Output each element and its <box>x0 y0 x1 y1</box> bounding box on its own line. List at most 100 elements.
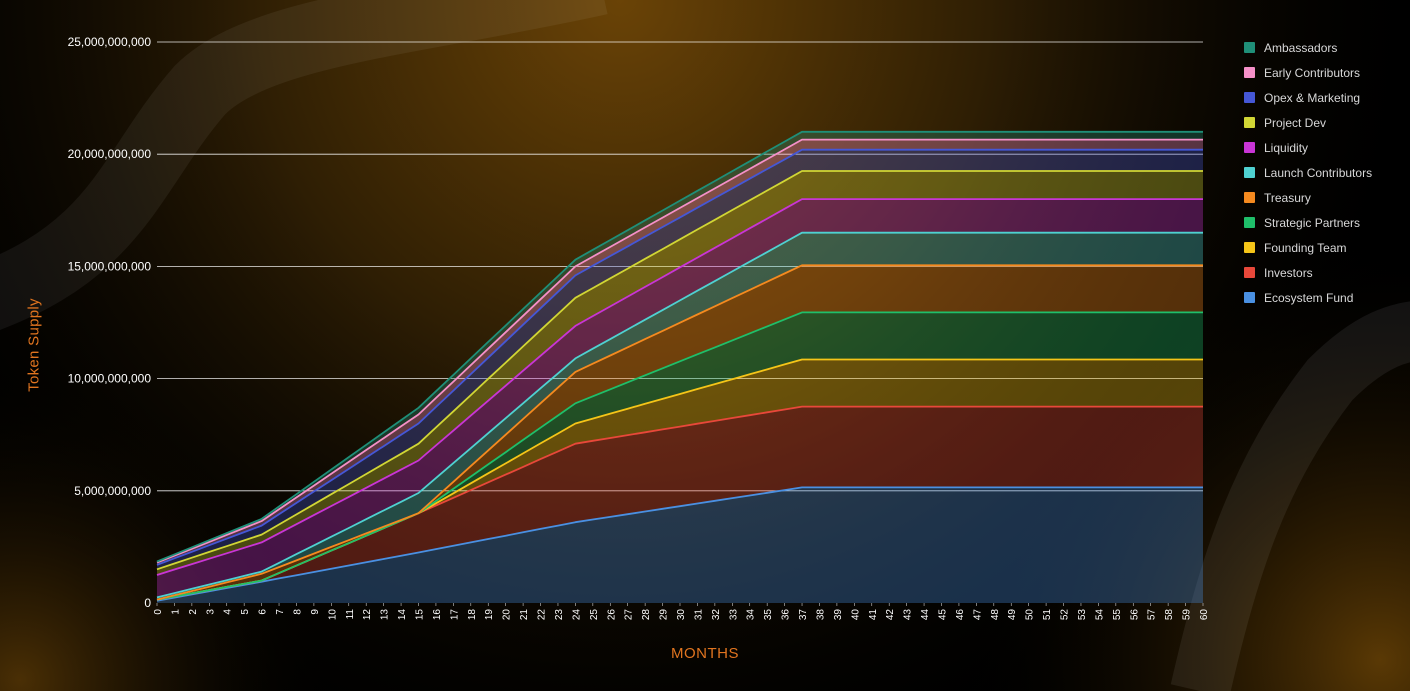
legend-swatch <box>1244 67 1255 78</box>
y-tick-label: 5,000,000,000 <box>74 484 151 498</box>
x-tick-label: 0 <box>153 609 164 615</box>
legend: Ambassadors Early Contributors Opex & Mark… <box>1244 35 1372 310</box>
legend-label: Project Dev <box>1264 115 1327 130</box>
line-opex-marketing <box>156 148 1203 566</box>
x-tick-label: 43 <box>903 609 914 621</box>
x-tick-label: 10 <box>327 609 338 621</box>
x-tick-label: 57 <box>1147 609 1158 621</box>
x-tick-label: 56 <box>1129 609 1140 621</box>
line-project-dev <box>156 170 1203 571</box>
y-tick-label: 15,000,000,000 <box>68 259 152 273</box>
x-tick-label: 11 <box>345 609 356 620</box>
x-tick-label: 19 <box>484 609 495 621</box>
x-tick-label: 26 <box>606 609 617 621</box>
x-tick-label: 38 <box>815 609 826 621</box>
line-ambassadors <box>156 130 1203 563</box>
x-tick-label: 60 <box>1199 609 1210 621</box>
legend-swatch <box>1244 217 1255 228</box>
legend-swatch <box>1244 42 1255 53</box>
legend-label: Early Contributors <box>1264 65 1361 80</box>
x-tick-label: 3 <box>205 609 216 615</box>
legend-swatch <box>1244 92 1255 103</box>
x-tick-label: 23 <box>554 609 565 621</box>
x-tick-label: 2 <box>188 609 199 615</box>
area-founding-team <box>157 359 1203 600</box>
x-tick-label: 46 <box>955 609 966 621</box>
x-tick-label: 16 <box>432 609 443 621</box>
area-treasury <box>157 265 1203 600</box>
area-liquidity <box>157 199 1203 598</box>
x-tick-label: 12 <box>362 609 373 621</box>
legend-label: Investors <box>1264 265 1313 280</box>
legend-item-early-contributors: Early Contributors <box>1244 60 1372 85</box>
x-tick-label: 1 <box>170 609 181 615</box>
x-tick-label: 8 <box>292 609 303 615</box>
legend-swatch <box>1244 292 1255 303</box>
x-tick-label: 32 <box>711 609 722 621</box>
legend-item-launch-contributors: Launch Contributors <box>1244 160 1372 185</box>
x-tick-label: 33 <box>728 609 739 621</box>
x-tick-label: 14 <box>397 609 408 621</box>
y-tick-label: 25,000,000,000 <box>68 35 152 49</box>
legend-label: Treasury <box>1264 190 1311 205</box>
area-launch-contributors <box>157 232 1203 600</box>
x-tick-label: 44 <box>920 609 931 621</box>
legend-label: Founding Team <box>1264 240 1347 255</box>
line-strategic-partners <box>156 311 1203 601</box>
x-tick-label: 17 <box>449 609 460 621</box>
legend-label: Strategic Partners <box>1264 215 1361 230</box>
legend-label: Opex & Marketing <box>1264 90 1361 105</box>
legend-item-founding-team: Founding Team <box>1244 235 1372 260</box>
legend-item-treasury: Treasury <box>1244 185 1372 210</box>
x-tick-label: 48 <box>990 609 1001 621</box>
x-tick-label: 35 <box>763 609 774 621</box>
legend-label: Launch Contributors <box>1264 165 1373 180</box>
legend-swatch <box>1244 192 1255 203</box>
line-ecosystem-fund <box>156 486 1203 602</box>
x-tick-label: 50 <box>1025 609 1036 621</box>
legend-item-strategic-partners: Strategic Partners <box>1244 210 1372 235</box>
x-tick-label: 54 <box>1094 609 1105 621</box>
x-tick-label: 49 <box>1007 609 1018 621</box>
x-tick-label: 25 <box>589 609 600 621</box>
x-tick-label: 45 <box>938 609 949 621</box>
x-tick-label: 47 <box>972 609 983 621</box>
x-tick-label: 28 <box>641 609 652 621</box>
legend-swatch <box>1244 142 1255 153</box>
legend-swatch <box>1244 267 1255 278</box>
x-tick-label: 53 <box>1077 609 1088 621</box>
area-ecosystem-fund <box>157 487 1203 603</box>
legend-swatch <box>1244 242 1255 253</box>
y-tick-label: 20,000,000,000 <box>68 147 152 161</box>
x-tick-label: 58 <box>1164 609 1175 621</box>
legend-swatch <box>1244 117 1255 128</box>
legend-label: Ecosystem Fund <box>1264 290 1354 305</box>
x-tick-label: 27 <box>624 609 635 621</box>
y-tick-label: 0 <box>144 596 151 610</box>
legend-item-investors: Investors <box>1244 260 1372 285</box>
x-tick-label: 4 <box>223 609 234 615</box>
x-axis-label: MONTHS <box>671 645 739 662</box>
x-tick-label: 37 <box>798 609 809 621</box>
x-tick-label: 6 <box>258 609 269 615</box>
line-early-contributors <box>156 138 1203 564</box>
x-tick-label: 15 <box>415 609 426 621</box>
legend-item-ambassadors: Ambassadors <box>1244 35 1372 60</box>
x-tick-label: 34 <box>746 609 757 621</box>
x-tick-label: 7 <box>275 609 286 615</box>
x-tick-label: 36 <box>781 609 792 621</box>
x-tick-label: 40 <box>850 609 861 621</box>
line-launch-contributors <box>156 231 1203 599</box>
area-strategic-partners <box>157 312 1203 600</box>
line-treasury <box>156 264 1203 601</box>
legend-item-ecosystem-fund: Ecosystem Fund <box>1244 285 1372 310</box>
x-tick-label: 9 <box>310 609 321 615</box>
legend-label: Ambassadors <box>1264 40 1338 55</box>
area-opex-marketing <box>157 149 1203 570</box>
x-tick-label: 21 <box>519 609 530 621</box>
x-tick-label: 31 <box>693 609 704 621</box>
x-tick-label: 29 <box>659 609 670 621</box>
x-tick-label: 22 <box>537 609 548 621</box>
x-tick-label: 39 <box>833 609 844 621</box>
